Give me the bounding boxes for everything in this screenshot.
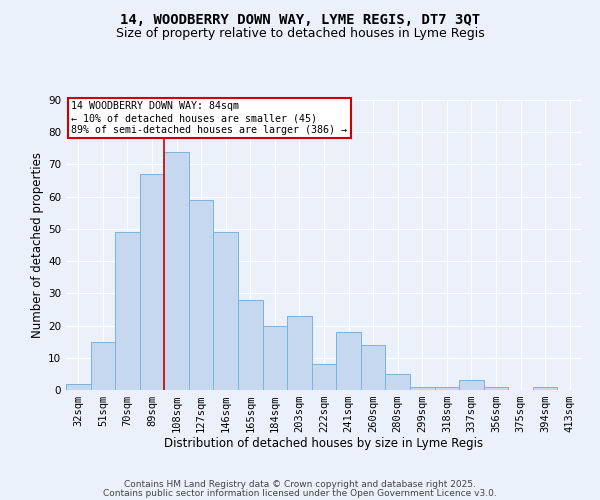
- Bar: [164, 152, 189, 390]
- Bar: [287, 316, 312, 390]
- Bar: [263, 326, 287, 390]
- Y-axis label: Number of detached properties: Number of detached properties: [31, 152, 44, 338]
- Text: Contains HM Land Registry data © Crown copyright and database right 2025.: Contains HM Land Registry data © Crown c…: [124, 480, 476, 489]
- X-axis label: Distribution of detached houses by size in Lyme Regis: Distribution of detached houses by size …: [164, 436, 484, 450]
- Bar: [238, 300, 263, 390]
- Bar: [189, 200, 214, 390]
- Bar: [410, 387, 434, 390]
- Text: Size of property relative to detached houses in Lyme Regis: Size of property relative to detached ho…: [116, 28, 484, 40]
- Bar: [434, 387, 459, 390]
- Bar: [140, 174, 164, 390]
- Bar: [336, 332, 361, 390]
- Text: 14, WOODBERRY DOWN WAY, LYME REGIS, DT7 3QT: 14, WOODBERRY DOWN WAY, LYME REGIS, DT7 …: [120, 12, 480, 26]
- Bar: [361, 345, 385, 390]
- Bar: [459, 380, 484, 390]
- Bar: [214, 232, 238, 390]
- Bar: [484, 387, 508, 390]
- Bar: [533, 387, 557, 390]
- Bar: [115, 232, 140, 390]
- Bar: [91, 342, 115, 390]
- Text: 14 WOODBERRY DOWN WAY: 84sqm
← 10% of detached houses are smaller (45)
89% of se: 14 WOODBERRY DOWN WAY: 84sqm ← 10% of de…: [71, 102, 347, 134]
- Bar: [66, 384, 91, 390]
- Bar: [385, 374, 410, 390]
- Bar: [312, 364, 336, 390]
- Text: Contains public sector information licensed under the Open Government Licence v3: Contains public sector information licen…: [103, 488, 497, 498]
